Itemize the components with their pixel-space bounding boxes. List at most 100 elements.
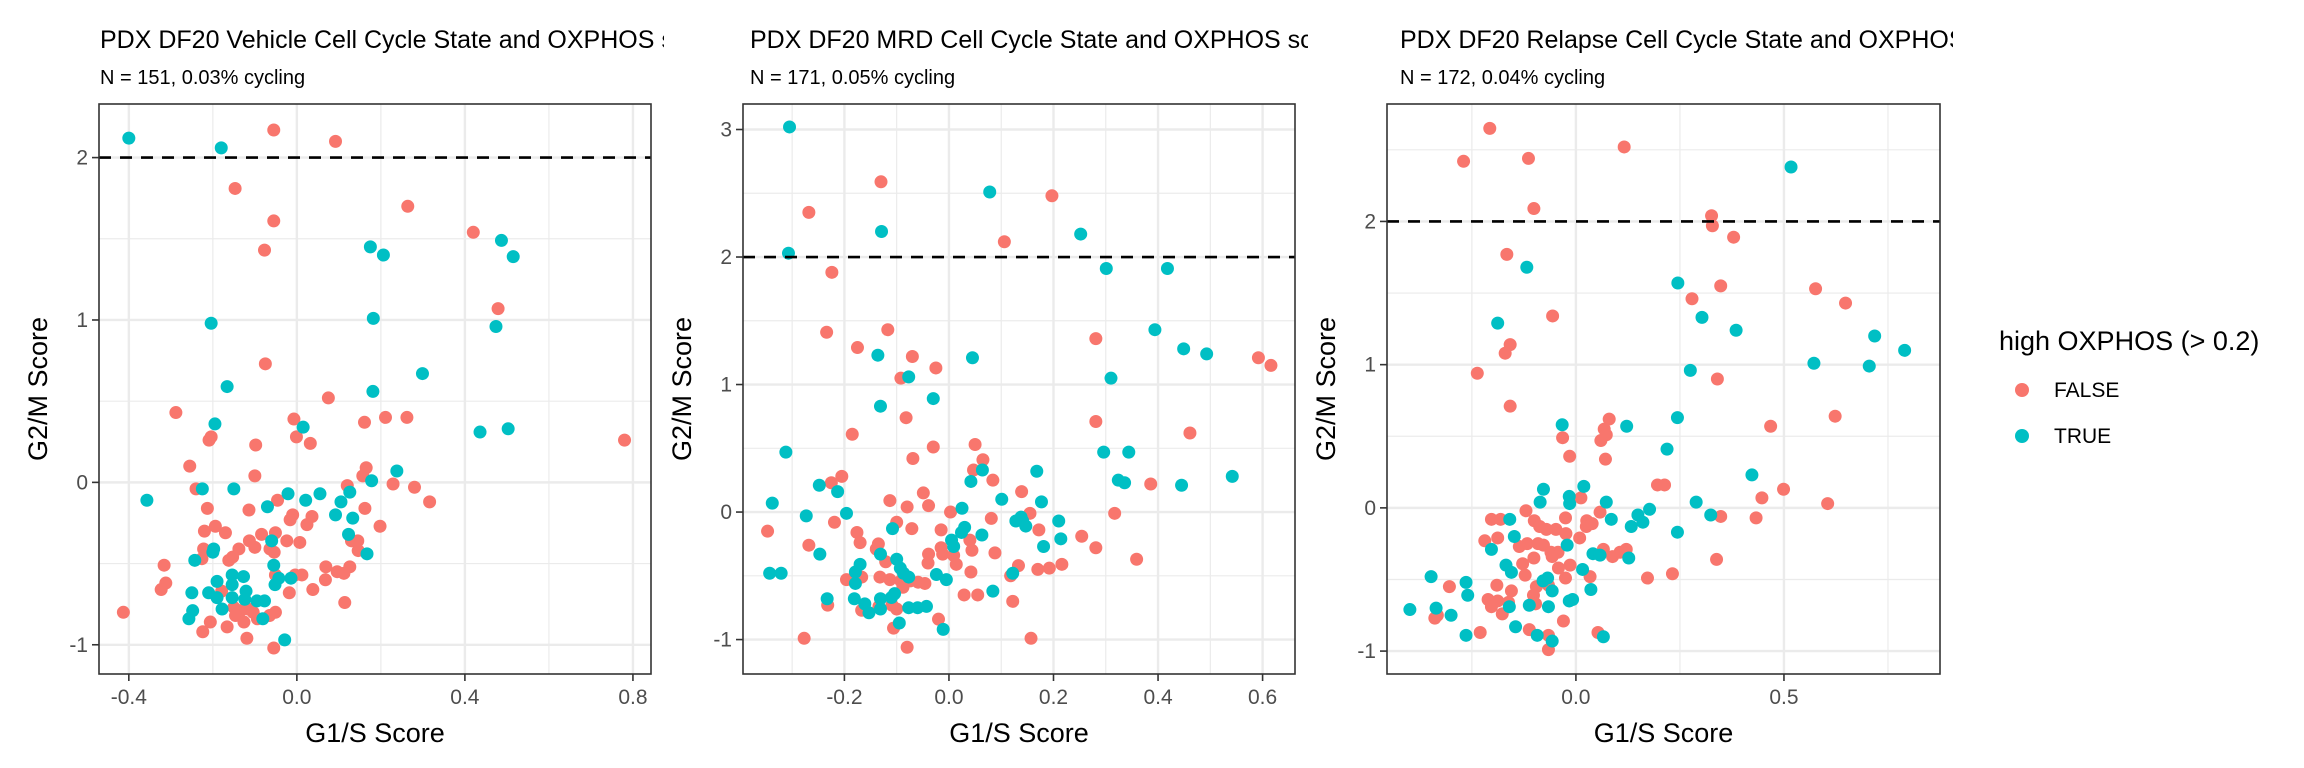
data-point	[1160, 261, 1174, 275]
data-point	[346, 511, 360, 525]
data-point	[934, 523, 948, 537]
data-point	[366, 384, 380, 398]
data-point	[847, 592, 861, 606]
panel-title: PDX DF20 Vehicle Cell Cycle State and OX…	[100, 26, 723, 54]
data-point	[281, 487, 295, 501]
data-point	[850, 341, 864, 355]
data-point	[1620, 419, 1634, 433]
data-point	[222, 553, 236, 567]
data-point	[1019, 519, 1033, 533]
data-point	[282, 586, 296, 600]
data-point	[122, 131, 136, 145]
data-point	[373, 519, 387, 533]
data-point	[1596, 630, 1610, 644]
data-point	[881, 323, 895, 337]
data-point	[154, 583, 168, 597]
data-point	[939, 573, 953, 587]
data-point	[1577, 479, 1591, 493]
data-point	[1459, 575, 1473, 589]
data-point	[202, 433, 216, 447]
data-point	[306, 583, 320, 597]
data-point	[763, 566, 777, 580]
x-axis-title: G1/S Score	[305, 718, 445, 748]
data-point	[873, 547, 887, 561]
x-tick-label: 0.0	[934, 686, 963, 709]
data-point	[1559, 527, 1573, 541]
y-tick-label: 0	[1364, 497, 1376, 520]
data-point	[850, 525, 864, 539]
data-point	[1658, 478, 1672, 492]
data-point	[1598, 452, 1612, 466]
data-point	[944, 505, 958, 519]
data-point	[1556, 431, 1570, 445]
data-point	[813, 547, 827, 561]
data-point	[334, 495, 348, 509]
data-point	[774, 566, 788, 580]
data-point	[248, 540, 262, 554]
data-point	[1764, 419, 1778, 433]
data-point	[1643, 502, 1657, 516]
data-point	[258, 357, 272, 371]
data-point	[242, 503, 256, 517]
data-point	[248, 469, 262, 483]
panel-title: PDX DF20 Relapse Cell Cycle State and OX…	[1400, 26, 2034, 54]
data-point	[1573, 531, 1587, 545]
data-point	[1503, 512, 1517, 526]
data-point	[208, 417, 222, 431]
data-point	[1539, 522, 1553, 536]
data-point	[906, 451, 920, 465]
data-point	[835, 469, 849, 483]
data-point	[853, 536, 867, 550]
data-point	[214, 141, 228, 155]
data-point	[342, 527, 356, 541]
x-tick-label: 0.6	[1248, 686, 1277, 709]
data-point	[319, 560, 333, 574]
data-point	[1429, 601, 1443, 615]
data-point	[1108, 506, 1122, 520]
data-point	[976, 453, 990, 467]
data-point	[1563, 558, 1577, 572]
data-point	[1576, 562, 1590, 576]
data-point	[902, 570, 916, 584]
data-point	[1491, 531, 1505, 545]
x-tick-label: 0.0	[282, 686, 311, 709]
data-point	[1520, 537, 1534, 551]
data-point	[407, 480, 421, 494]
data-point	[237, 615, 251, 629]
data-point	[1473, 625, 1487, 639]
data-point	[1617, 140, 1631, 154]
data-point	[1729, 323, 1743, 337]
panel-border	[98, 103, 652, 675]
data-point	[1560, 538, 1574, 552]
data-point	[902, 601, 916, 615]
data-point	[183, 459, 197, 473]
data-point	[1710, 372, 1724, 386]
data-point	[1807, 356, 1821, 370]
data-point	[1599, 495, 1613, 509]
data-point	[1593, 505, 1607, 519]
data-point	[1444, 608, 1458, 622]
panel-2: PDX DF20 MRD Cell Cycle State and OXPHOS…	[667, 26, 1308, 748]
data-point	[501, 422, 515, 436]
data-point	[1498, 346, 1512, 360]
data-point	[1015, 485, 1029, 499]
data-point	[329, 508, 343, 522]
data-point	[1424, 570, 1438, 584]
data-point	[1749, 511, 1763, 525]
data-point	[1640, 571, 1654, 585]
data-point	[1839, 296, 1853, 310]
data-point	[1089, 415, 1103, 429]
data-point	[761, 524, 775, 538]
data-point	[1491, 316, 1505, 330]
data-point	[799, 509, 813, 523]
data-point	[293, 535, 307, 549]
x-tick-label: -0.2	[826, 686, 862, 709]
data-point	[489, 319, 503, 333]
data-point	[300, 518, 314, 532]
data-point	[1784, 160, 1798, 174]
x-axis-title: G1/S Score	[949, 718, 1089, 748]
data-point	[1144, 477, 1158, 491]
data-point	[831, 485, 845, 499]
data-point	[296, 420, 310, 434]
data-point	[921, 556, 935, 570]
